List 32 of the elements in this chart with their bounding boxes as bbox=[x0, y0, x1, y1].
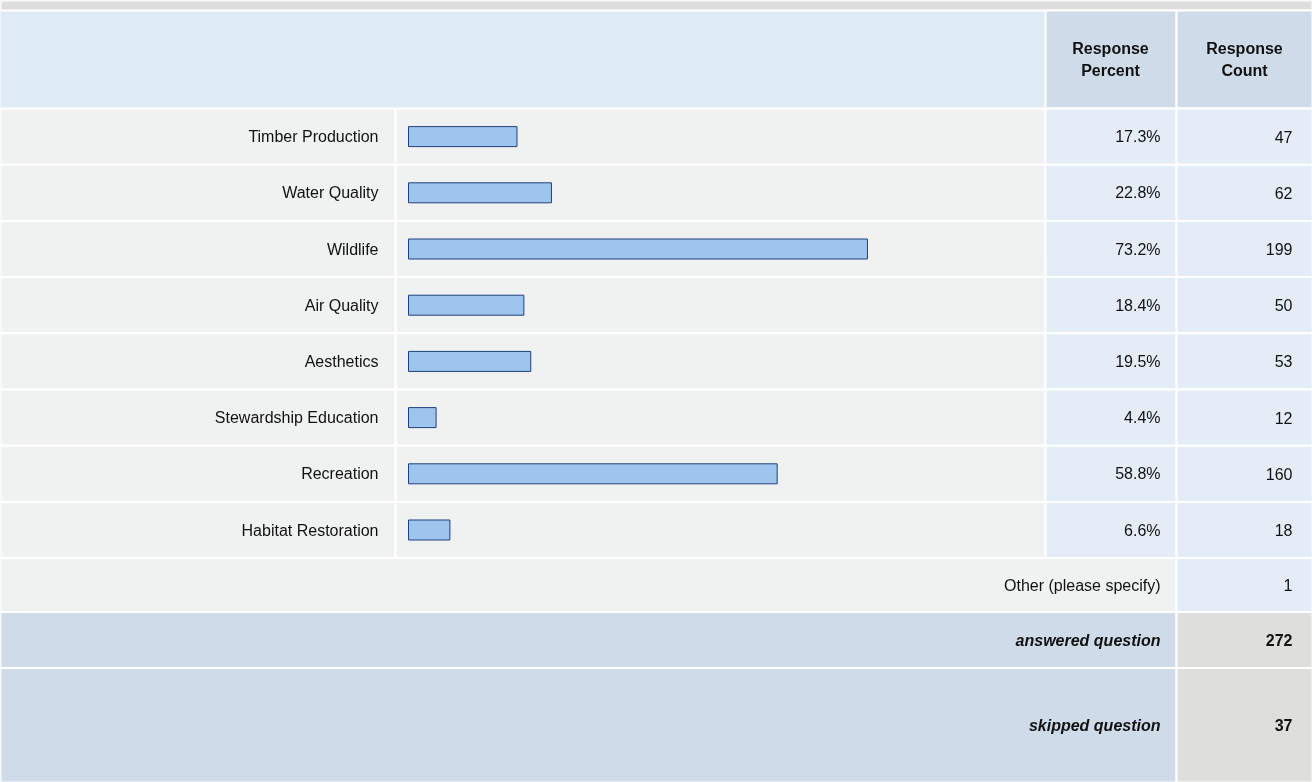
text: 50 bbox=[1274, 297, 1293, 315]
y-tick-label: Water Quality bbox=[282, 184, 379, 202]
y-tick-label: Timber Production bbox=[248, 128, 379, 146]
y-tick-label: Air Quality bbox=[304, 296, 379, 314]
text: answered question bbox=[1015, 631, 1161, 649]
text: 160 bbox=[1265, 465, 1293, 483]
text: skipped question bbox=[1028, 716, 1161, 734]
text: 12 bbox=[1274, 409, 1293, 427]
y-tick-label: Habitat Restoration bbox=[241, 521, 379, 539]
text: 18 bbox=[1274, 522, 1293, 539]
text: Other (please specify) bbox=[1003, 576, 1161, 594]
data-label: 18.4% bbox=[1115, 296, 1161, 314]
y-tick-label: Wildlife bbox=[326, 240, 379, 258]
data-label: 22.8% bbox=[1115, 184, 1161, 202]
data-label: 73.2% bbox=[1115, 240, 1161, 258]
text: 272 bbox=[1265, 632, 1293, 650]
text: 37 bbox=[1274, 717, 1293, 735]
text: Response Count bbox=[1206, 40, 1283, 79]
text: 62 bbox=[1274, 184, 1293, 202]
y-tick-label: Aesthetics bbox=[304, 352, 379, 370]
text: 199 bbox=[1265, 241, 1293, 258]
data-label: 58.8% bbox=[1115, 465, 1161, 483]
text: 47 bbox=[1274, 128, 1293, 146]
text: 1 bbox=[1283, 577, 1293, 595]
text: Response Percent bbox=[1072, 40, 1149, 79]
data-label: 6.6% bbox=[1124, 521, 1161, 539]
data-label: 17.3% bbox=[1115, 128, 1161, 146]
data-label: 19.5% bbox=[1115, 352, 1161, 370]
y-tick-label: Stewardship Education bbox=[214, 409, 379, 427]
data-label: 4.4% bbox=[1124, 409, 1161, 427]
text: 53 bbox=[1274, 353, 1293, 371]
y-tick-label: Recreation bbox=[301, 465, 379, 483]
